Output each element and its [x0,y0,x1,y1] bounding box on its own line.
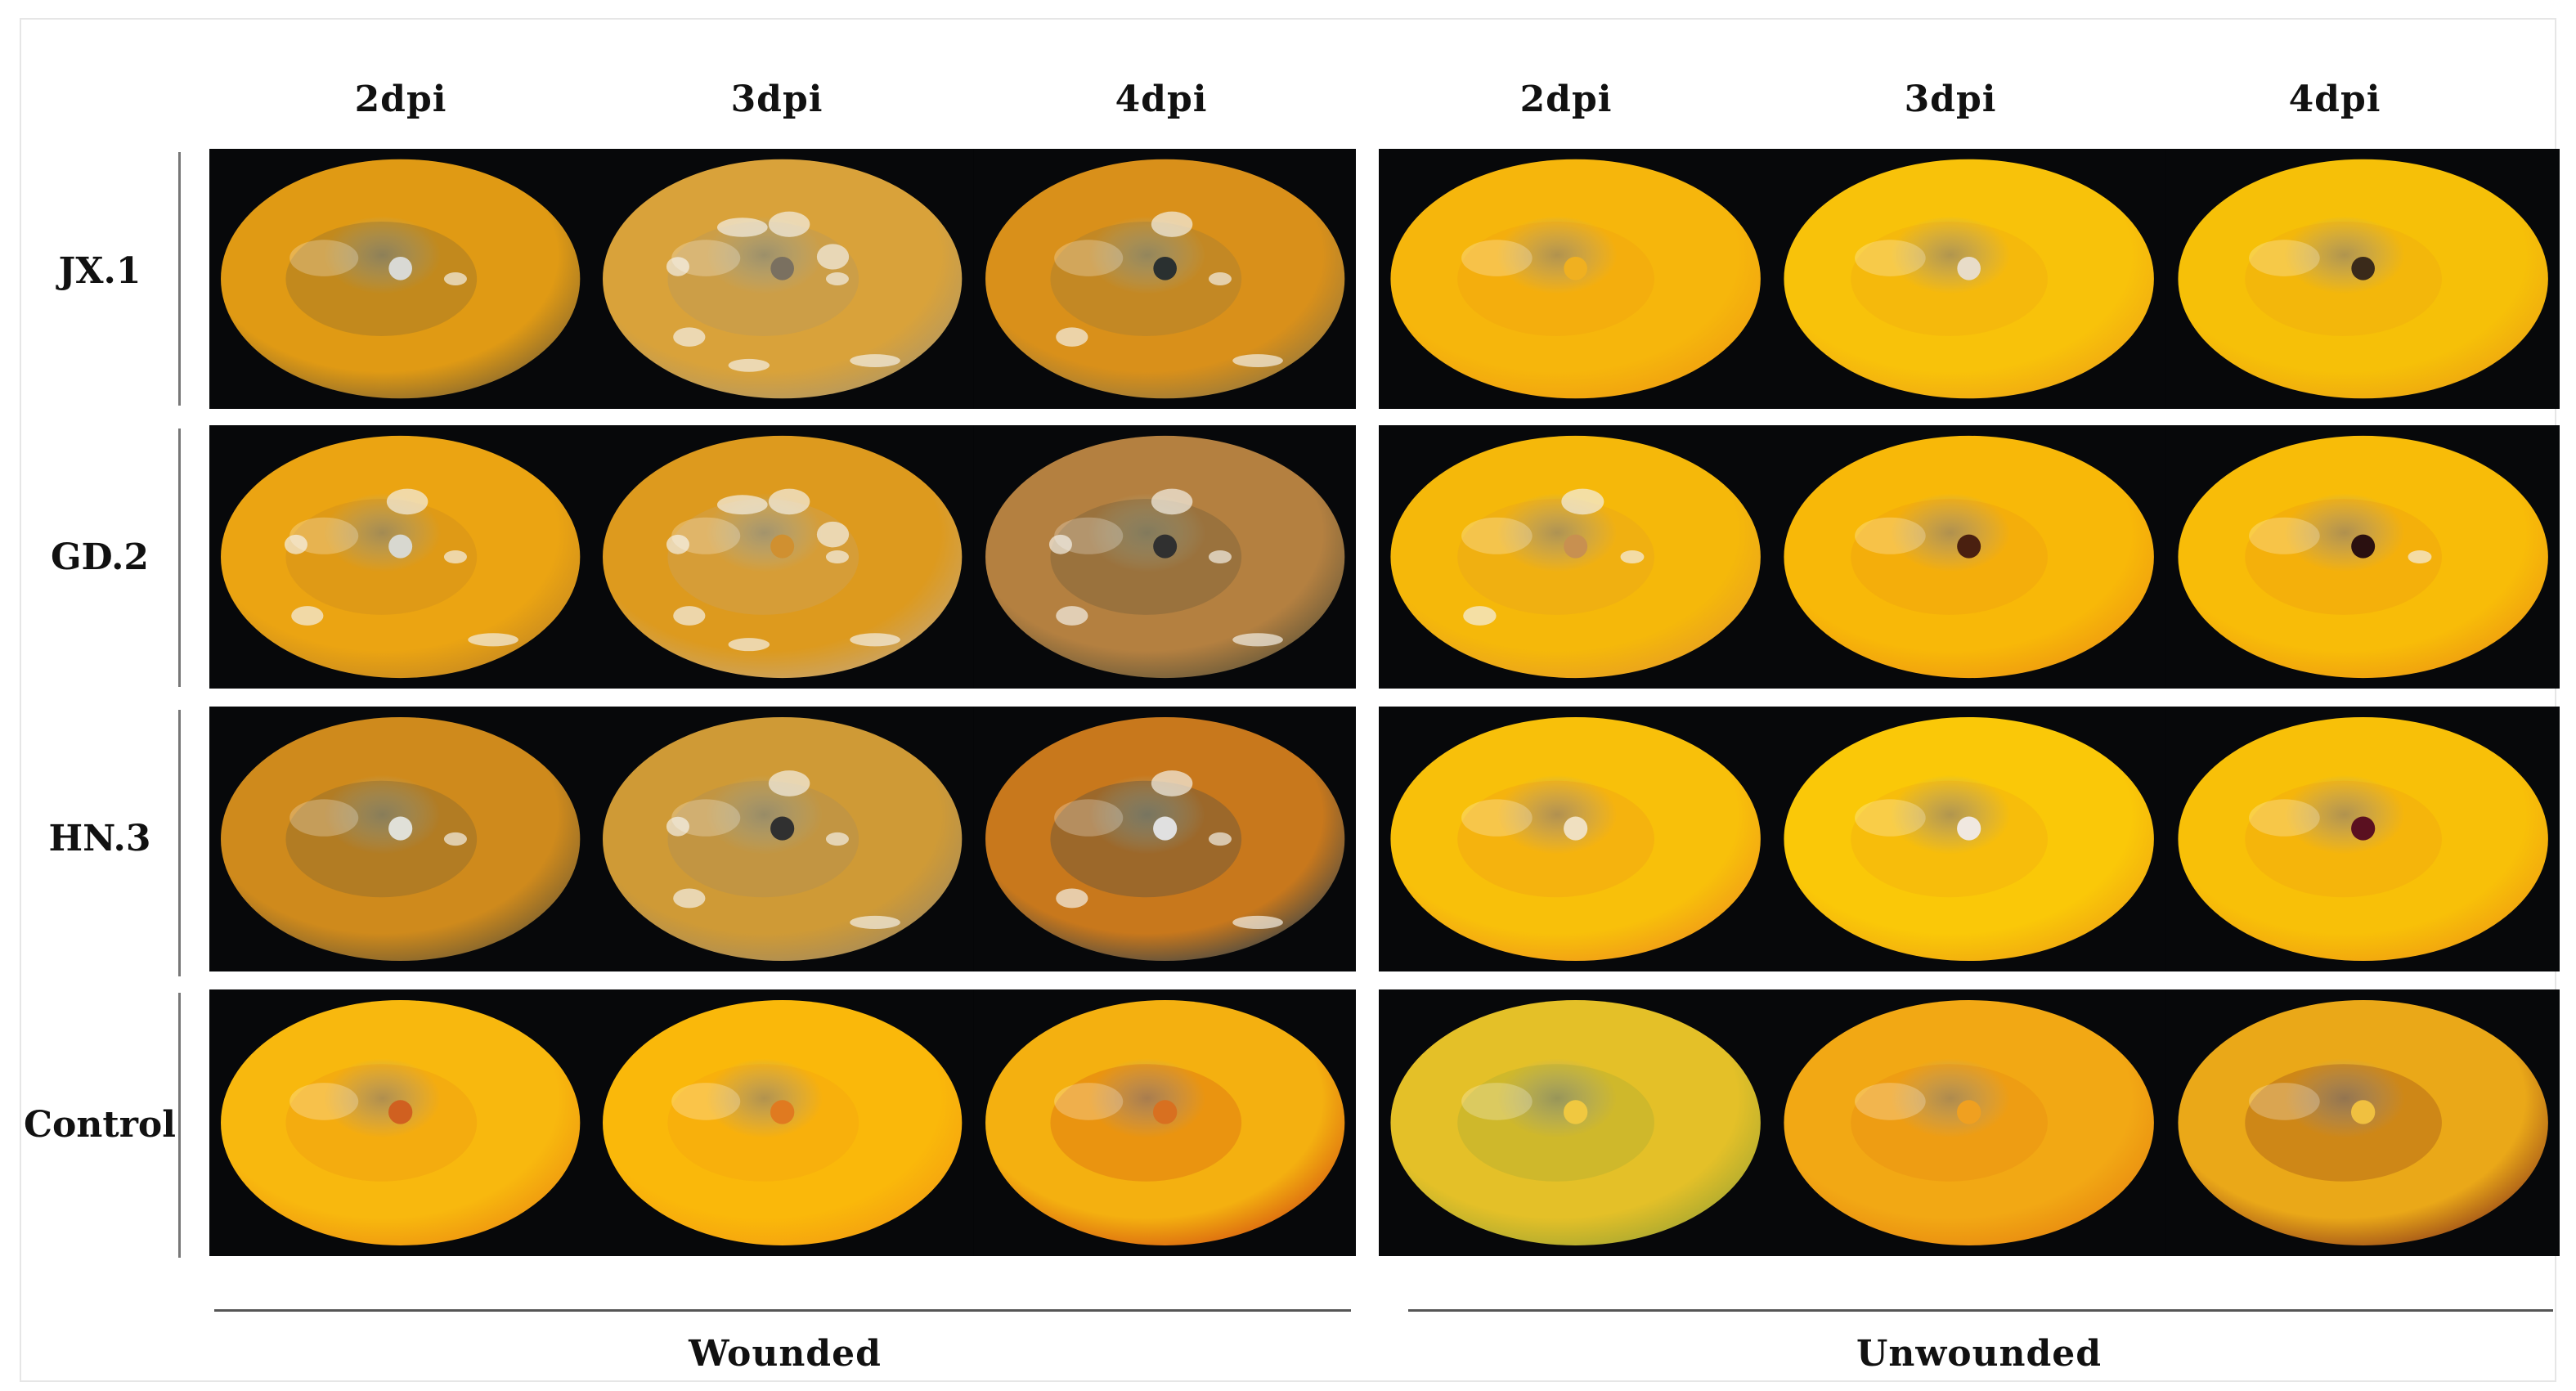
fruit-photo [209,149,592,409]
photo-panel-control-unwounded [1379,989,2560,1256]
fruit-photo [973,989,1356,1256]
row-bracket-hn3 [178,710,181,976]
fruit-photo [973,425,1356,689]
fruit-photo [1379,149,1773,409]
col-label-wounded-2dpi: 2dpi [354,79,447,120]
photo-panel-gd2-unwounded [1379,425,2560,689]
fruit-photo [209,989,592,1256]
photo-panel-control-wounded [209,989,1356,1256]
group-label-wounded: Wounded [689,1333,882,1375]
fruit-photo [973,149,1356,409]
row-bracket-control [178,993,181,1258]
fruit-photo [1772,149,2166,409]
row-label-hn3: HN.3 [48,818,151,859]
fruit-photo [2165,707,2560,971]
group-line-wounded [214,1309,1351,1312]
row-bracket-jx1 [178,152,181,406]
col-label-unwounded-2dpi: 2dpi [1519,79,1613,120]
fruit-photo [1772,425,2166,689]
fruit-photo [209,707,592,971]
col-label-wounded-3dpi: 3dpi [730,79,824,120]
fruit-photo [1772,989,2166,1256]
row-bracket-gd2 [178,429,181,687]
fruit-photo [1379,425,1773,689]
fruit-photo [591,989,974,1256]
col-label-wounded-4dpi: 4dpi [1115,79,1208,120]
fruit-photo [591,425,974,689]
fruit-photo [209,425,592,689]
fruit-photo [2165,425,2560,689]
fruit-photo [2165,149,2560,409]
fruit-photo [2165,989,2560,1256]
fruit-photo [1379,989,1773,1256]
photo-panel-hn3-wounded [209,707,1356,971]
fruit-photo [973,707,1356,971]
fruit-photo [591,707,974,971]
fruit-photo [1772,707,2166,971]
figure-frame [20,18,2556,1382]
photo-panel-gd2-wounded [209,425,1356,689]
photo-panel-jx1-unwounded [1379,149,2560,409]
col-label-unwounded-3dpi: 3dpi [1904,79,1997,120]
group-line-unwounded [1408,1309,2553,1312]
row-label-gd2: GD.2 [50,536,150,578]
col-label-unwounded-4dpi: 4dpi [2288,79,2381,120]
fruit-photo [1379,707,1773,971]
group-label-unwounded: Unwounded [1856,1333,2103,1375]
photo-panel-jx1-wounded [209,149,1356,409]
row-label-jx1: JX.1 [58,250,141,292]
photo-panel-hn3-unwounded [1379,707,2560,971]
row-label-control: Control [24,1104,176,1146]
fruit-photo [591,149,974,409]
